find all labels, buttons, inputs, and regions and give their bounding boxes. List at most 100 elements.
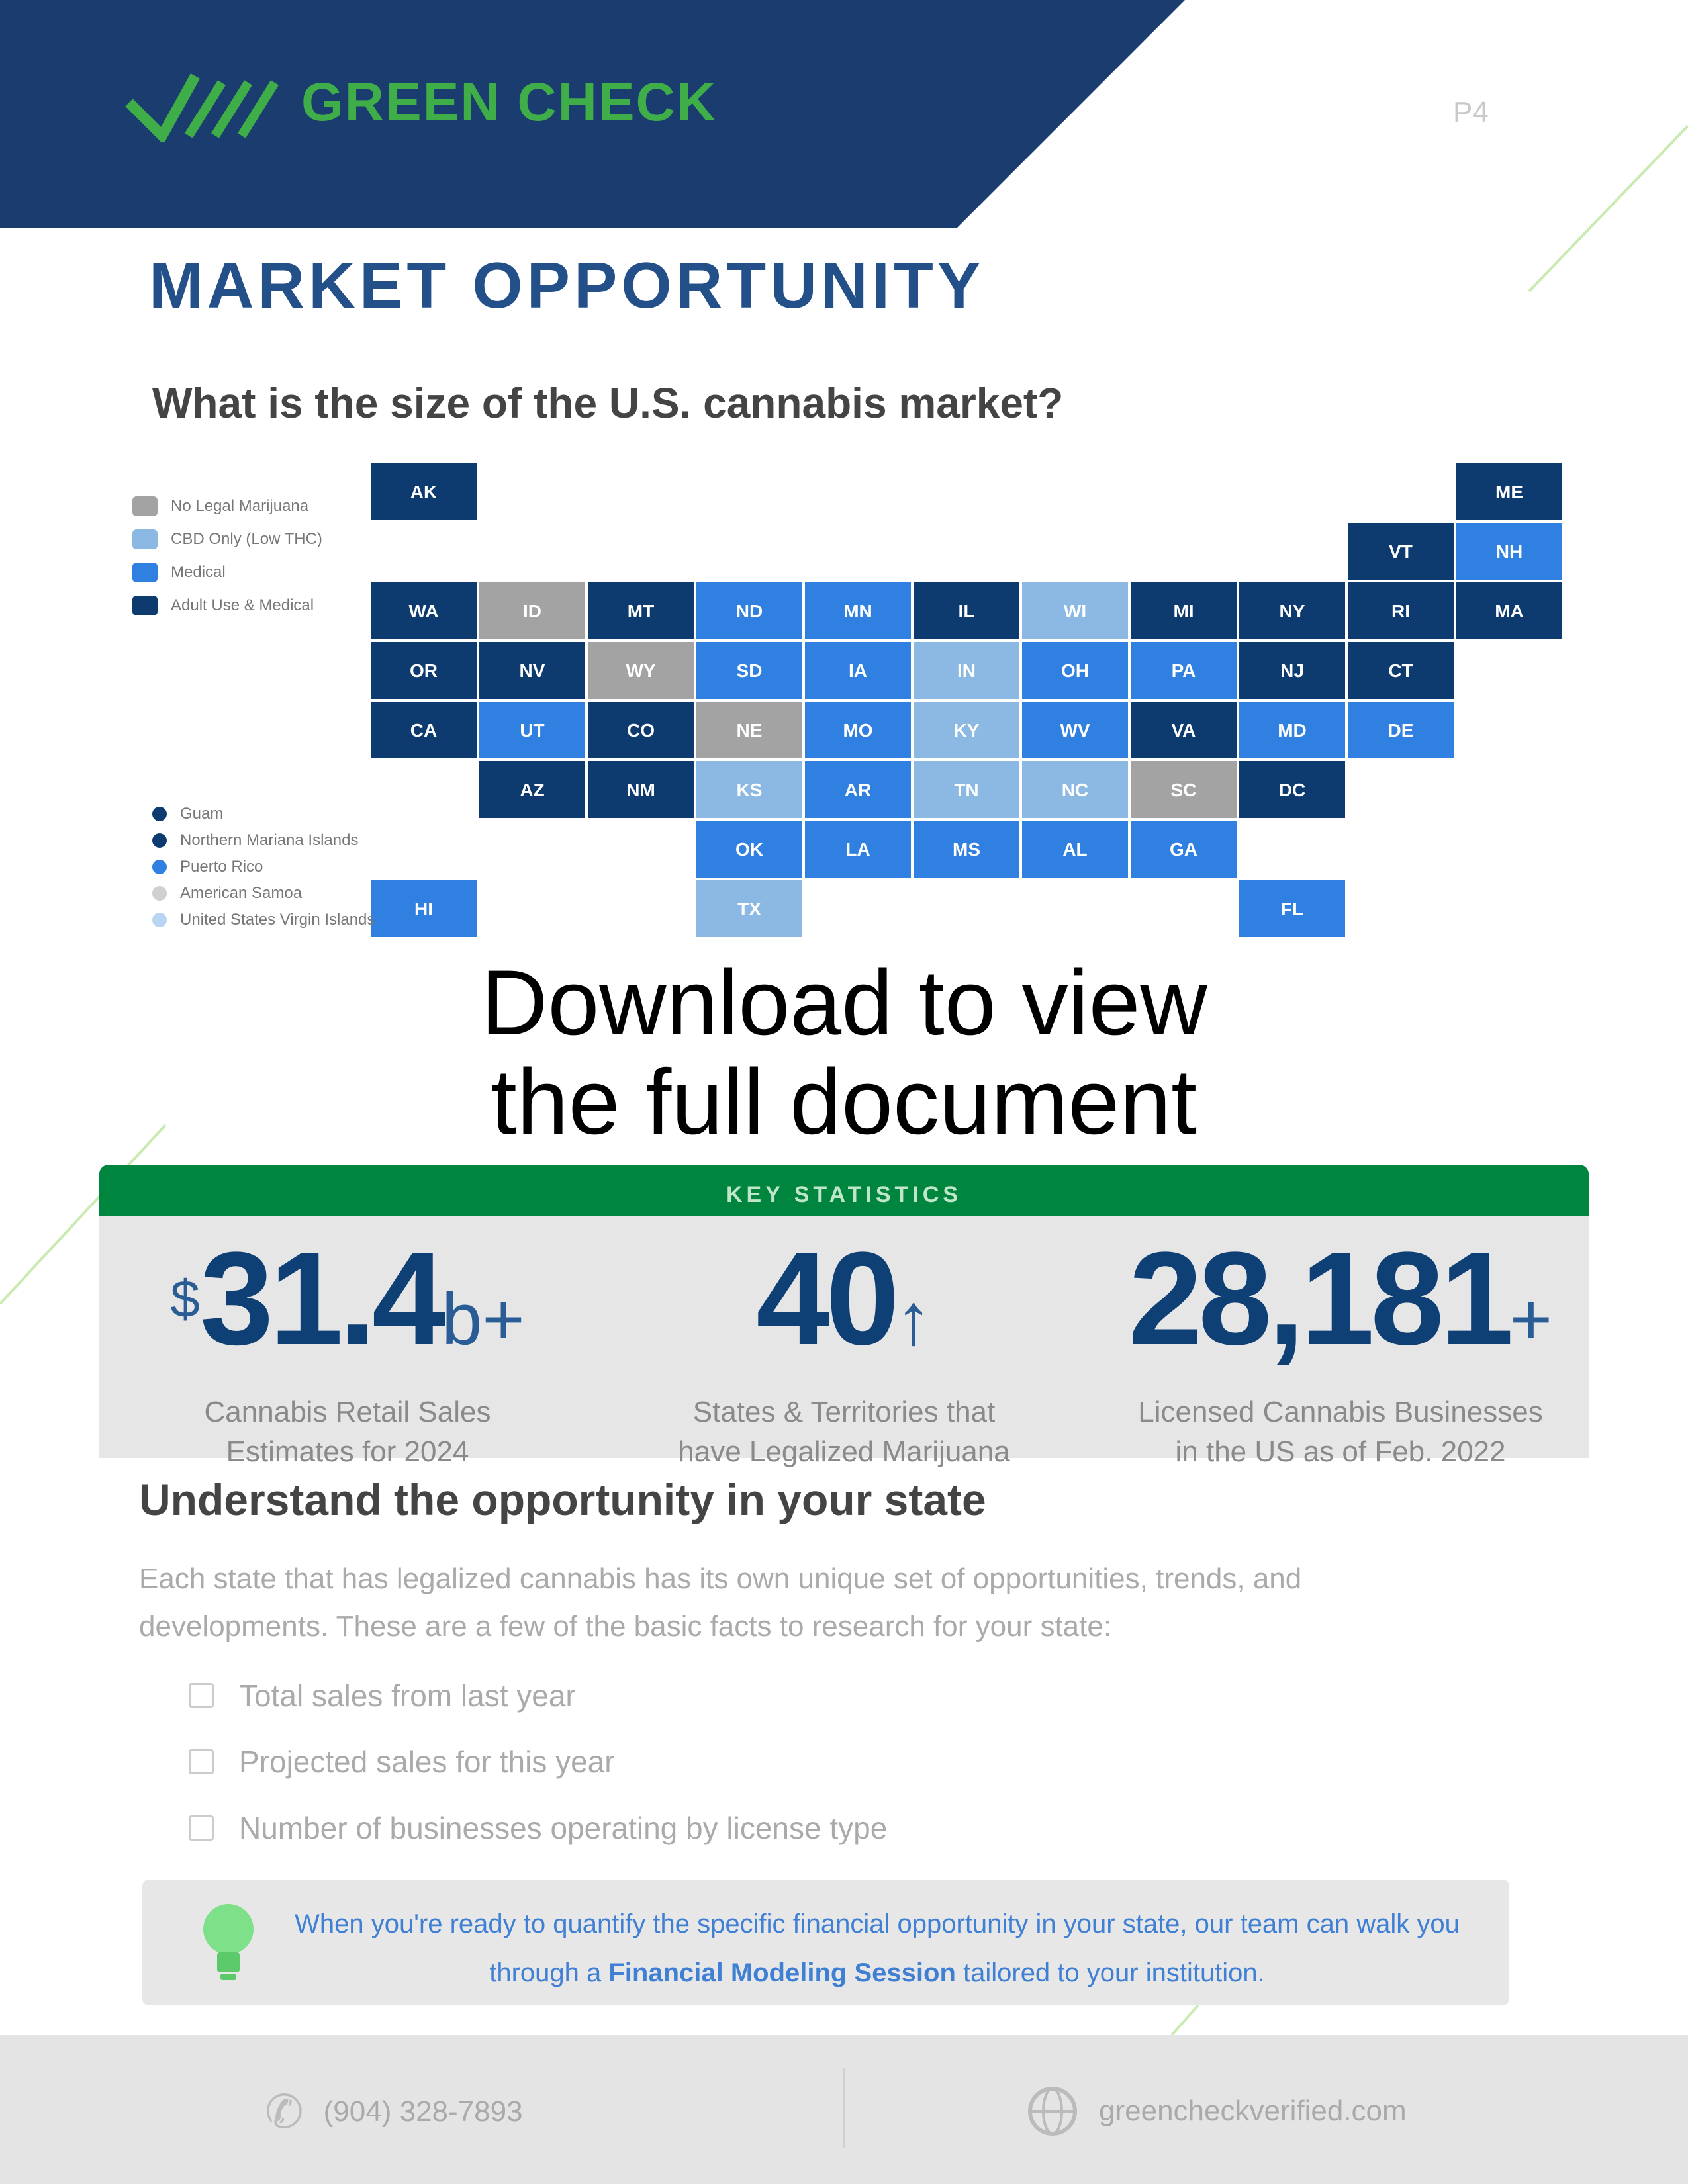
checklist-item[interactable]: Number of businesses operating by licens… [189,1810,887,1846]
state-label: AZ [520,780,544,800]
state-label: IN [957,660,976,681]
state-tile [371,880,477,937]
state-tile [371,463,477,520]
stat-caption: Licensed Cannabis Businesses [1138,1396,1543,1428]
legend-swatch [132,596,158,615]
state-az: AZ [479,761,585,818]
state-tile [1239,761,1345,818]
checkbox[interactable] [189,1683,214,1708]
territory-legend: Guam Northern Mariana Islands Puerto Ric… [152,801,375,933]
download-overlay[interactable]: Download to view the full document [0,952,1688,1154]
state-nv: NV [479,642,585,699]
stat-value: 31.4 [199,1225,445,1373]
state-tile [1022,821,1128,878]
accent-line [0,1124,167,1305]
state-ia: IA [805,642,911,699]
territory-dot [152,833,167,848]
stat-caption: have Legalized Marijuana [678,1435,1010,1468]
website-link[interactable]: greencheckverified.com [1099,2095,1407,2127]
footer-website[interactable]: greencheckverified.com [1026,2085,1407,2138]
state-tile [1348,523,1454,580]
territory-item: Northern Mariana Islands [152,827,375,854]
state-dc: DC [1239,761,1345,818]
state-tile [371,582,477,639]
stat-value: 40 [756,1225,899,1373]
state-tile [696,821,802,878]
state-label: VA [1172,720,1196,741]
state-label: PA [1172,660,1196,681]
state-ct: CT [1348,642,1454,699]
state-sd: SD [696,642,802,699]
legend-item: CBD Only (Low THC) [132,523,322,556]
state-tile [696,642,802,699]
footer-phone[interactable]: ✆ (904) 328-7893 [265,2085,523,2139]
state-label: NE [737,720,763,741]
state-label: MD [1278,720,1307,741]
checklist-item[interactable]: Total sales from last year [189,1678,576,1713]
state-label: OH [1061,660,1089,681]
state-nj: NJ [1239,642,1345,699]
territory-label: Guam [180,805,224,823]
state-tile [914,702,1019,758]
territory-dot [152,913,167,927]
state-tile [696,761,802,818]
state-label: NH [1496,541,1523,562]
state-mn: MN [805,582,911,639]
state-label: SD [737,660,763,681]
state-tile [1348,702,1454,758]
legend-item: No Legal Marijuana [132,490,322,523]
checkbox[interactable] [189,1815,214,1841]
stat-prefix: $ [170,1269,200,1328]
territory-item: American Samoa [152,880,375,907]
state-label: CT [1388,660,1413,681]
checklist-label: Number of businesses operating by licens… [239,1811,888,1845]
state-tx: TX [696,880,802,937]
state-me: ME [1456,463,1562,520]
territory-dot [152,807,167,821]
state-tile [1131,761,1237,818]
state-tile [479,702,585,758]
state-label: MI [1173,601,1194,621]
state-tile [1348,642,1454,699]
state-label: HI [414,899,433,919]
state-label: NY [1280,601,1305,621]
us-cannabis-map: AK ME VT NH WA ID MT ND MN IL WI MI NY RI MA OR NV WY SD IA… [0,457,1688,960]
state-de: DE [1348,702,1454,758]
state-tile [805,582,911,639]
financial-modeling-link[interactable]: Financial Modeling Session [608,1958,956,1987]
checkbox[interactable] [189,1749,214,1774]
state-label: OK [735,839,763,860]
state-id: ID [479,582,585,639]
state-oh: OH [1022,642,1128,699]
header-band [0,0,1185,228]
map-tiles: AK ME VT NH WA ID MT ND MN IL WI MI NY RI MA OR NV WY SD IA… [371,463,1562,937]
state-ak: AK [371,463,477,520]
territory-label: United States Virgin Islands [180,911,375,929]
accent-line [1528,124,1688,293]
state-nc: NC [1022,761,1128,818]
state-label: NM [626,780,655,800]
state-label: FL [1281,899,1303,919]
overlay-line: the full document [490,1050,1197,1154]
phone-number[interactable]: (904) 328-7893 [323,2095,523,2128]
checklist-item[interactable]: Projected sales for this year [189,1744,615,1780]
page-title: MARKET OPPORTUNITY [149,249,985,322]
state-label: AL [1062,839,1087,860]
callout-text-end: tailored to your institution. [955,1958,1265,1987]
brand-name: GREEN CHECK [301,72,717,132]
state-wa: WA [371,582,477,639]
state-tile [696,880,802,937]
callout-text: When you're ready to quantify the specif… [281,1899,1473,1997]
section-paragraph: Each state that has legalized cannabis h… [139,1563,1302,1643]
stat-suffix: + [1509,1279,1552,1360]
state-tile [588,642,694,699]
legend-swatch [132,496,158,516]
state-label: WA [408,601,438,621]
territory-item: Guam [152,801,375,827]
logo: GREEN CHECK [122,63,717,142]
state-wy: WY [588,642,694,699]
state-ok: OK [696,821,802,878]
state-label: UT [520,720,544,741]
state-tile [805,761,911,818]
state-md: MD [1239,702,1345,758]
